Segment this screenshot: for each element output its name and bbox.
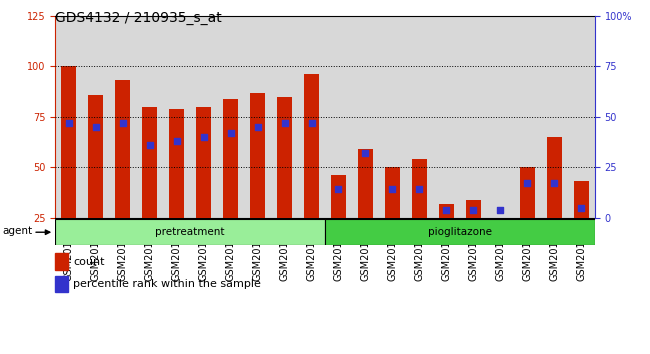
Text: pretreatment: pretreatment [155,227,225,237]
Bar [466,200,481,218]
Bar [142,107,157,218]
Bar [568,16,595,218]
Point [64,120,74,126]
Bar [271,16,298,218]
Bar [190,16,217,218]
Bar [136,16,163,218]
Point [360,150,370,156]
Bar [385,167,400,218]
Point [198,134,209,140]
Bar [82,16,109,218]
Point [468,207,478,212]
Bar [217,16,244,218]
Point [252,124,263,130]
Bar [55,16,83,218]
Bar [514,16,541,218]
Bar [520,167,535,218]
Point [576,205,586,211]
Bar [244,16,271,218]
Bar [55,275,68,292]
Point [144,142,155,148]
Bar [196,107,211,218]
Bar [433,16,460,218]
Bar [358,149,373,218]
Text: percentile rank within the sample: percentile rank within the sample [73,279,261,289]
Bar [88,95,103,218]
Point [306,120,317,126]
Bar [277,97,292,218]
Point [226,130,236,136]
Bar [163,16,190,218]
Bar [379,16,406,218]
Bar [541,16,568,218]
Bar [325,16,352,218]
Text: count: count [73,257,105,267]
Bar [331,175,346,218]
Bar [115,80,130,218]
Point [333,187,344,192]
Bar [352,16,379,218]
Point [118,120,128,126]
Bar [406,16,433,218]
Text: pioglitazone: pioglitazone [428,227,492,237]
Text: agent: agent [3,226,33,236]
Bar [223,99,238,218]
Bar [169,109,184,218]
Bar [55,219,325,245]
Bar [298,16,325,218]
Bar [304,74,319,218]
Point [280,120,290,126]
Bar [574,181,589,218]
Bar [325,219,595,245]
Text: GDS4132 / 210935_s_at: GDS4132 / 210935_s_at [55,11,222,25]
Bar [61,67,76,218]
Point [172,138,182,144]
Point [90,124,101,130]
Point [495,207,506,212]
Bar [460,16,487,218]
Bar [250,93,265,218]
Point [441,207,452,212]
Point [387,187,398,192]
Point [522,181,532,186]
Bar [412,159,427,218]
Bar [55,253,68,270]
Point [414,187,424,192]
Bar [439,204,454,218]
Bar [547,137,562,218]
Point [549,181,560,186]
Bar [109,16,136,218]
Bar [487,16,514,218]
